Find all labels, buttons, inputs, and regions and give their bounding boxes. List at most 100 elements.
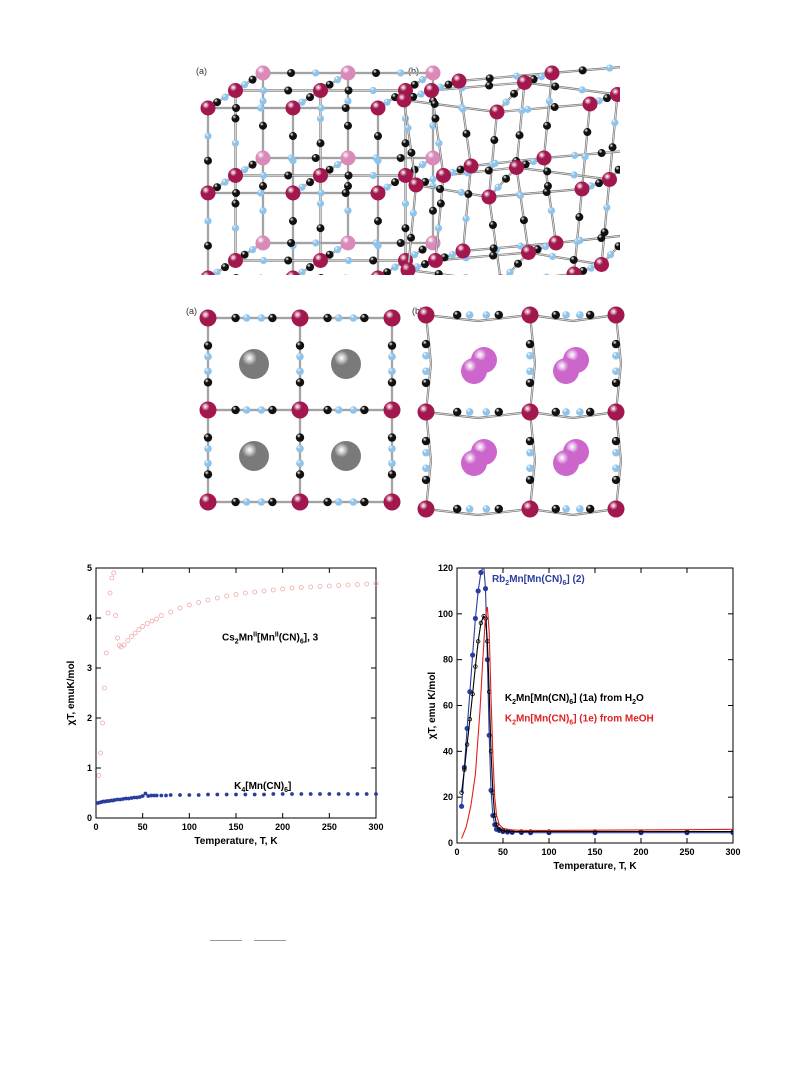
- k4-data-point: [196, 793, 201, 797]
- carbon-atom: [316, 224, 325, 233]
- nitrogen-atom: [344, 97, 352, 105]
- carbon-atom: [494, 407, 503, 417]
- carbon-atom: [289, 132, 297, 141]
- cs-data-point: [364, 581, 370, 587]
- carbon-atom: [603, 94, 612, 103]
- k4-data-point: [374, 792, 378, 796]
- k4-data-point: [243, 792, 248, 797]
- manganese-atom: [610, 87, 620, 102]
- nitrogen-atom: [259, 97, 267, 105]
- k4-data-point: [149, 793, 153, 798]
- carbon-atom: [430, 99, 439, 108]
- label-text: ]: [288, 781, 291, 792]
- framework-planes-figure: (a) (b): [180, 300, 630, 520]
- nitrogen-atom: [482, 311, 491, 319]
- manganese-atom: [607, 403, 625, 421]
- manganese-atom: [255, 235, 271, 251]
- manganese-atom: [594, 257, 609, 272]
- series-point: [467, 717, 473, 722]
- label-subscript: II: [275, 632, 279, 639]
- y-tick-label: 20: [443, 792, 453, 802]
- cs-data-point: [177, 605, 183, 611]
- nitrogen-atom: [578, 86, 586, 94]
- cs-data-point: [129, 634, 134, 639]
- bond-highlight: [425, 411, 479, 419]
- bond-highlight: [425, 508, 479, 516]
- nitrogen-atom: [418, 161, 427, 169]
- carbon-atom: [543, 121, 552, 130]
- carbon-atom: [306, 93, 315, 102]
- label-text: K: [505, 714, 513, 725]
- nitrogen-atom: [576, 505, 584, 513]
- label-subscript: 6: [284, 787, 288, 794]
- y-tick-label: 4: [87, 613, 92, 623]
- series-line: [461, 615, 733, 833]
- cs-data-point: [261, 588, 267, 594]
- carbon-atom: [608, 143, 617, 152]
- carbon-atom: [542, 188, 551, 197]
- y-tick-label: 80: [443, 655, 453, 665]
- nitrogen-atom: [494, 183, 502, 191]
- nitrogen-atom: [435, 139, 443, 147]
- framework-cubes-drawing: [200, 64, 620, 275]
- carbon-atom: [575, 213, 584, 222]
- cs-data-point: [205, 597, 211, 603]
- carbon-atom: [240, 250, 249, 259]
- nitrogen-atom: [388, 459, 396, 468]
- label-subscript: 6: [300, 639, 304, 646]
- manganese-atom: [291, 493, 309, 511]
- label-text: K: [505, 693, 513, 704]
- carbon-atom: [436, 184, 445, 193]
- carbon-atom: [490, 136, 499, 145]
- bond-highlight: [415, 184, 490, 198]
- k4-data-point: [234, 792, 238, 797]
- nitrogen-atom: [491, 159, 499, 167]
- manganese-atom: [544, 65, 560, 81]
- carbon-atom: [306, 263, 315, 272]
- nitrogen-atom: [242, 314, 251, 322]
- nitrogen-atom: [204, 367, 212, 376]
- manganese-atom: [199, 309, 217, 327]
- nitrogen-atom: [606, 64, 614, 72]
- nitrogen-atom: [576, 311, 584, 319]
- bond-highlight: [477, 314, 531, 322]
- nitrogen-atom: [257, 314, 266, 322]
- rubidium-cation: [461, 358, 487, 384]
- nitrogen-atom: [547, 207, 556, 215]
- carbon-atom: [231, 199, 240, 208]
- y-tick-label: 60: [443, 701, 453, 711]
- k-meoh-series-label: K2Mn[Mn(CN)6] (1e) from MeOH: [505, 714, 654, 727]
- nitrogen-atom: [410, 251, 419, 259]
- manganese-atom: [602, 172, 617, 187]
- carbon-atom: [369, 256, 378, 265]
- nitrogen-atom: [372, 154, 380, 162]
- series-point: [470, 652, 476, 658]
- series-point: [459, 790, 464, 795]
- nitrogen-atom: [537, 73, 546, 81]
- bond-highlight: [403, 99, 498, 113]
- nitrogen-atom: [482, 505, 491, 513]
- nitrogen-atom: [369, 171, 377, 180]
- nitrogen-atom: [571, 151, 579, 159]
- y-tick-label: 0: [87, 813, 92, 823]
- nitrogen-atom: [316, 114, 325, 123]
- nitrogen-atom: [562, 408, 570, 416]
- label-subscript: II: [253, 632, 257, 639]
- carbon-atom: [341, 104, 350, 112]
- carbon-atom: [578, 66, 587, 75]
- y-tick-label: 100: [438, 609, 453, 619]
- cs-data-point: [270, 587, 276, 593]
- manganese-atom: [383, 493, 401, 511]
- nitrogen-atom: [259, 256, 268, 265]
- nitrogen-atom: [257, 498, 266, 506]
- nitrogen-atom: [581, 153, 589, 161]
- nitrogen-atom: [429, 122, 437, 130]
- framework-cubes-figure: (a) (b): [190, 60, 620, 275]
- nitrogen-atom: [343, 274, 348, 275]
- nitrogen-atom: [526, 351, 534, 360]
- carbon-atom: [489, 251, 498, 260]
- manganese-atom: [228, 83, 243, 98]
- nitrogen-atom: [221, 178, 229, 186]
- label-text: [Mn: [257, 633, 275, 644]
- nitrogen-atom: [349, 498, 358, 506]
